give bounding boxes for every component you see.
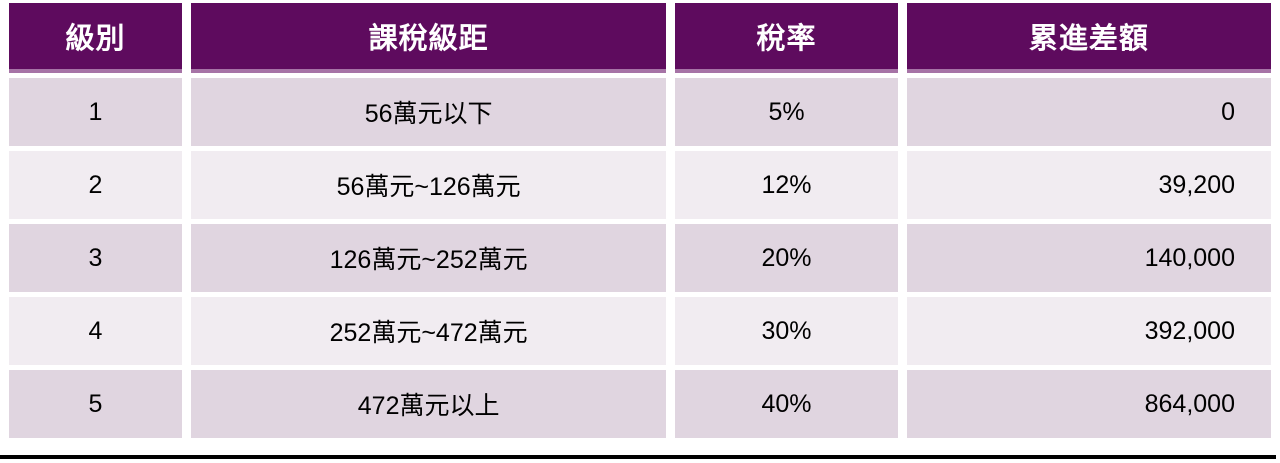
- level-cell: 3: [9, 224, 182, 292]
- table-row: 3 126萬元~252萬元 20% 140,000: [9, 224, 1271, 292]
- rate-cell: 5%: [675, 78, 898, 146]
- level-cell: 5: [9, 370, 182, 438]
- rate-cell: 12%: [675, 151, 898, 219]
- col-header-difference: 累進差額: [906, 3, 1271, 73]
- col-header-level: 級別: [9, 3, 182, 73]
- bracket-cell: 126萬元~252萬元: [190, 224, 667, 292]
- table-row: 4 252萬元~472萬元 30% 392,000: [9, 297, 1271, 365]
- level-cell: 1: [9, 78, 182, 146]
- table-header-row: 級別 課稅級距 稅率 累進差額: [9, 3, 1271, 73]
- bracket-cell: 472萬元以上: [190, 370, 667, 438]
- table-row: 5 472萬元以上 40% 864,000: [9, 370, 1271, 438]
- difference-cell: 39,200: [906, 151, 1271, 219]
- table-row: 1 56萬元以下 5% 0: [9, 78, 1271, 146]
- bracket-cell: 56萬元以下: [190, 78, 667, 146]
- difference-cell: 0: [906, 78, 1271, 146]
- rate-cell: 40%: [675, 370, 898, 438]
- tax-bracket-table: 級別 課稅級距 稅率 累進差額 1 56萬元以下 5% 0 2 56萬元~126…: [9, 3, 1271, 438]
- bottom-divider-line: [0, 455, 1276, 459]
- rate-cell: 20%: [675, 224, 898, 292]
- difference-cell: 392,000: [906, 297, 1271, 365]
- col-header-bracket: 課稅級距: [190, 3, 667, 73]
- level-cell: 2: [9, 151, 182, 219]
- table-row: 2 56萬元~126萬元 12% 39,200: [9, 151, 1271, 219]
- col-header-rate: 稅率: [675, 3, 898, 73]
- bracket-cell: 252萬元~472萬元: [190, 297, 667, 365]
- rate-cell: 30%: [675, 297, 898, 365]
- level-cell: 4: [9, 297, 182, 365]
- difference-cell: 864,000: [906, 370, 1271, 438]
- bracket-cell: 56萬元~126萬元: [190, 151, 667, 219]
- difference-cell: 140,000: [906, 224, 1271, 292]
